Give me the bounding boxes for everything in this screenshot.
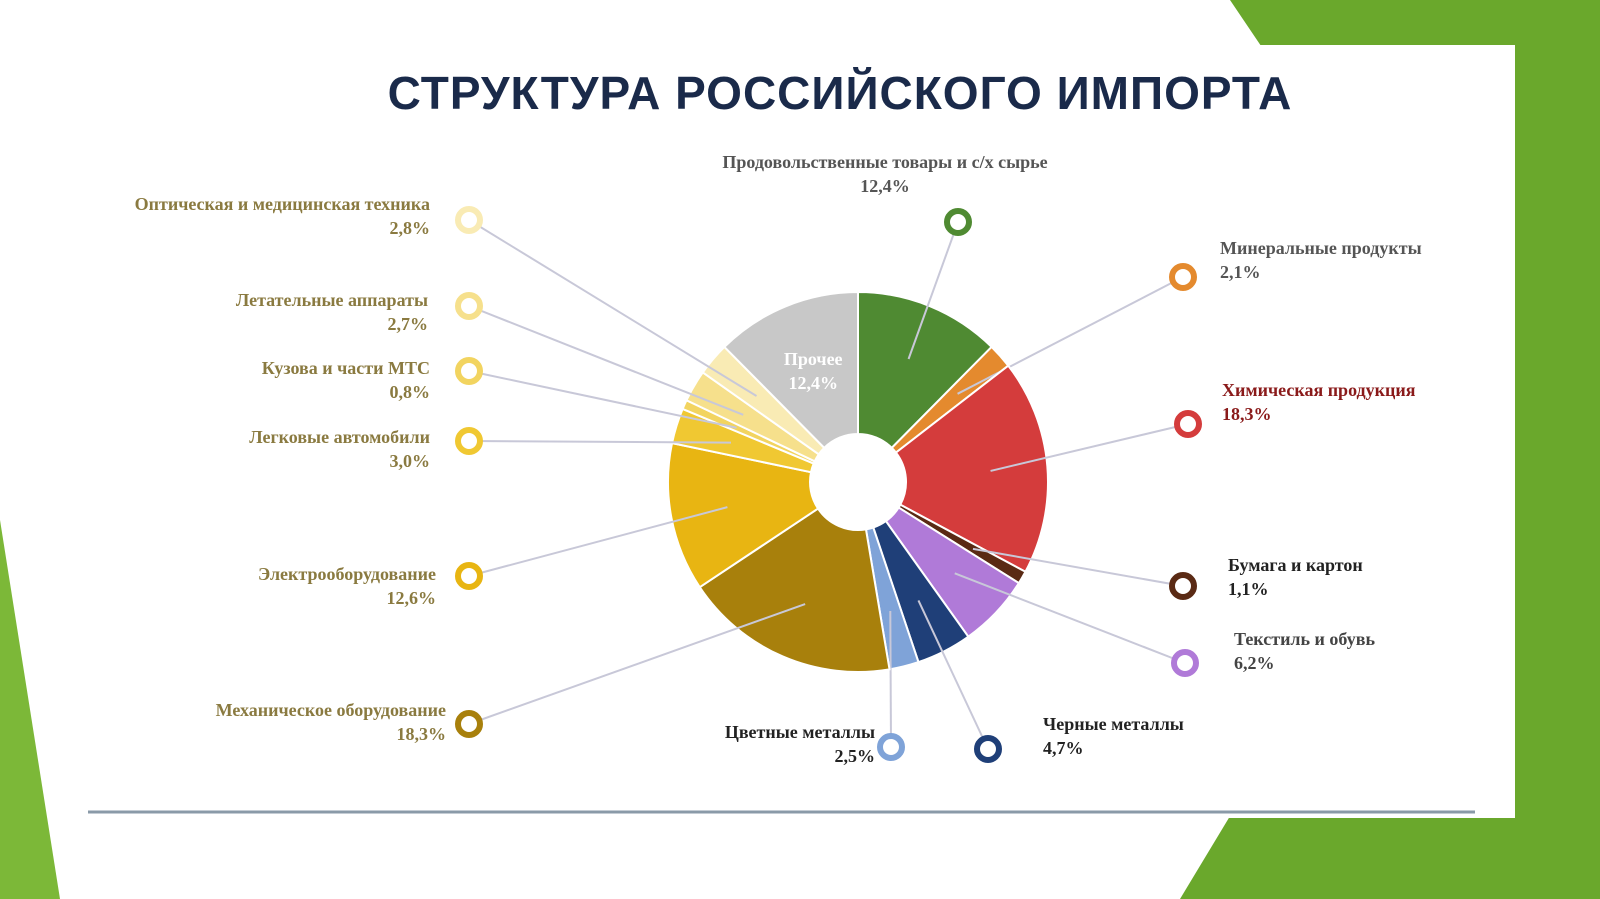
leader-line: [889, 611, 892, 748]
slice-label: Цветные металлы: [724, 722, 875, 742]
label-marker: [944, 208, 972, 236]
leader-line: [954, 572, 1186, 664]
value-label: 6,2%: [1234, 653, 1275, 673]
pie-slice: [894, 364, 1049, 574]
decor: [0, 520, 60, 899]
leader-line: [468, 506, 728, 577]
label-marker: [455, 292, 483, 320]
value-label: 12,4%: [788, 373, 838, 394]
label-marker: [1171, 649, 1199, 677]
leader-line: [468, 440, 731, 444]
slice-label: Прочее: [783, 349, 843, 370]
label-marker: [974, 735, 1002, 763]
value-label: 12,4%: [860, 176, 910, 196]
value-label: 3,0%: [389, 451, 431, 471]
pie-slice: [722, 290, 859, 450]
leader-line: [917, 600, 989, 750]
value-label: 4,7%: [1043, 738, 1084, 758]
leader-line: [907, 221, 959, 360]
value-label: 0,8%: [389, 382, 431, 402]
value-label: 2,1%: [1220, 262, 1261, 282]
label-marker: [1174, 410, 1202, 438]
slice-label: Текстиль и обувь: [1234, 629, 1375, 649]
label-marker: [455, 357, 483, 385]
slice-label: Механическое оборудование: [215, 700, 446, 720]
leader-line: [468, 603, 806, 725]
chart-title: СТРУКТУРА РОССИЙСКОГО ИМПОРТА: [387, 67, 1293, 119]
pie-slice: [667, 441, 820, 589]
value-label: 12,6%: [386, 588, 437, 608]
value-label: 2,5%: [834, 746, 876, 766]
value-label: 1,1%: [1228, 579, 1269, 599]
slice-label: Легковые автомобили: [249, 427, 430, 447]
label-marker: [455, 710, 483, 738]
label-marker: [1169, 263, 1197, 291]
label-marker: [877, 733, 905, 761]
leader-line: [972, 547, 1184, 587]
slice-label: Минеральные продукты: [1220, 238, 1422, 258]
slice-label: Оптическая и медицинская техника: [134, 194, 430, 214]
value-label: 18,3%: [396, 724, 447, 744]
slice-label: Кузова и части МТС: [261, 358, 430, 378]
leader-line: [468, 370, 737, 429]
value-label: 2,7%: [387, 314, 429, 334]
label-marker: [455, 562, 483, 590]
leader-line: [957, 276, 1184, 395]
value-label: 2,8%: [389, 218, 431, 238]
leader-line: [990, 423, 1189, 472]
label-marker: [455, 427, 483, 455]
pie-slice: [698, 507, 891, 673]
slice-label: Летательные аппараты: [235, 290, 428, 310]
leader-line: [468, 219, 758, 397]
label-marker: [455, 206, 483, 234]
pie-slice: [857, 290, 994, 450]
slice-label: Черные металлы: [1043, 714, 1184, 734]
value-label: 18,3%: [1222, 404, 1272, 424]
slice-label: Бумага и картон: [1228, 555, 1363, 575]
slice-label: Продовольственные товары и с/х сырье: [722, 152, 1048, 172]
label-marker: [1169, 572, 1197, 600]
leader-line: [468, 305, 744, 416]
slice-label: Химическая продукция: [1222, 380, 1416, 400]
slice-label: Электрооборудование: [257, 564, 436, 584]
